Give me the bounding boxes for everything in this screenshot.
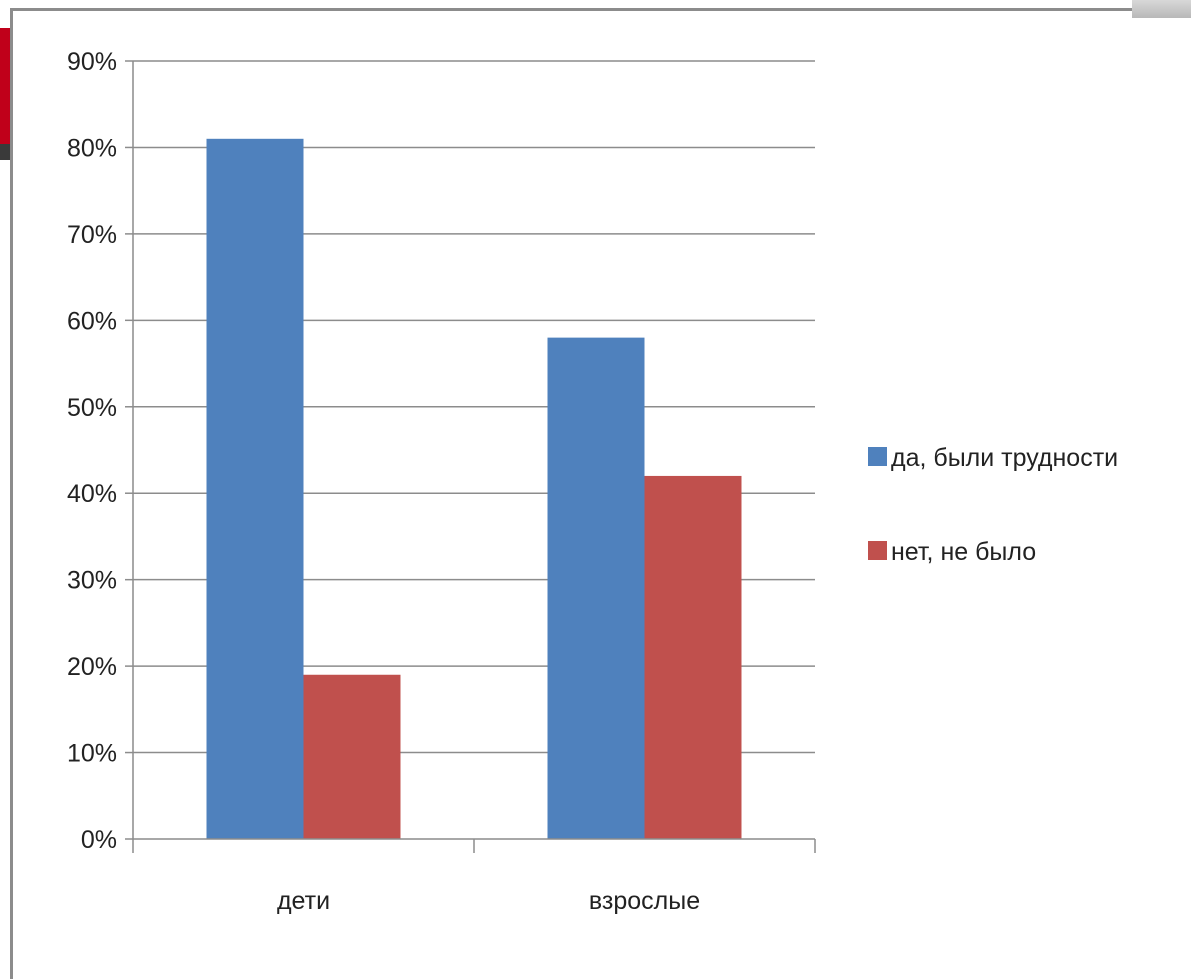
y-tick-label: 10%	[67, 740, 117, 768]
legend-label: нет, не было	[891, 538, 1036, 566]
y-tick-label: 90%	[67, 48, 117, 76]
slide-corner-tab	[1132, 0, 1191, 18]
axes	[125, 60, 816, 853]
y-tick-label: 0%	[81, 826, 117, 854]
y-tick-label: 60%	[67, 307, 117, 335]
y-tick-label: 20%	[67, 653, 117, 681]
y-tick-labels: 0% 10% 20% 30% 40% 50% 60% 70% 80% 90%	[67, 48, 117, 854]
red-accent-tab	[0, 28, 10, 144]
bar	[206, 138, 304, 840]
y-tick-label: 30%	[67, 567, 117, 595]
y-tick-label: 50%	[67, 394, 117, 422]
bar	[644, 475, 742, 839]
legend: да, были трудности нет, не было	[868, 444, 1118, 566]
y-tick-label: 40%	[67, 480, 117, 508]
y-tick-label: 70%	[67, 221, 117, 249]
dark-accent-tab	[0, 144, 10, 160]
bar	[547, 337, 645, 839]
y-tick-label: 80%	[67, 134, 117, 162]
bars	[206, 138, 742, 840]
bar	[303, 674, 401, 839]
legend-label: да, были трудности	[891, 444, 1118, 472]
category-label: взрослые	[589, 887, 700, 915]
legend-swatch	[868, 541, 887, 560]
legend-swatch	[868, 447, 887, 466]
category-labels: дети взрослые	[277, 887, 700, 915]
category-label: дети	[277, 887, 330, 915]
